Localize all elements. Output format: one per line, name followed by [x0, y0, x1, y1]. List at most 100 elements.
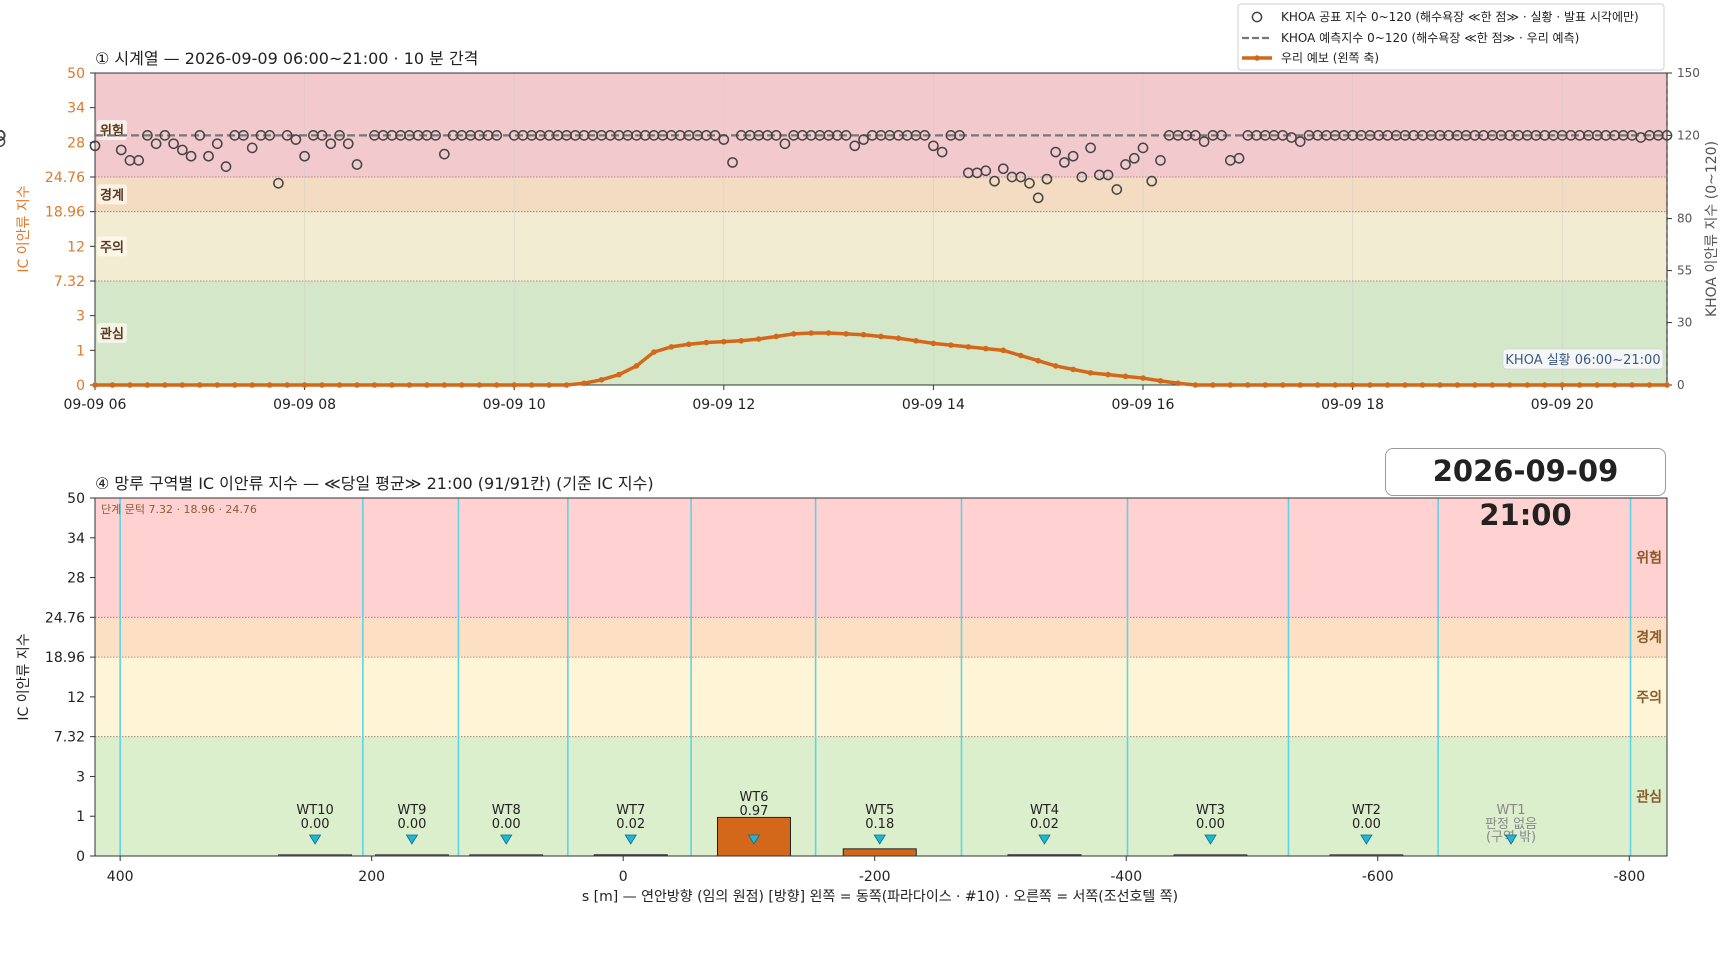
forecast-point — [1297, 382, 1303, 388]
zone-value-label: 0.00 — [1352, 817, 1381, 832]
forecast-point — [616, 371, 622, 378]
y2-tick-label: 80 — [1677, 212, 1692, 226]
khoa-obs-point — [849, 140, 861, 152]
y-tick-label: 34 — [67, 531, 85, 547]
x-tick-label: 09-09 06 — [64, 397, 127, 413]
khoa-obs-point — [1015, 171, 1027, 183]
khoa-obs-point — [1155, 155, 1166, 166]
khoa-obs-point — [342, 138, 354, 150]
forecast-point — [1384, 382, 1391, 388]
annotation-bg — [1502, 348, 1664, 370]
y-tick-label: 0 — [76, 849, 85, 865]
forecast-point — [738, 338, 745, 344]
forecast-point — [406, 382, 413, 388]
zone-marker-triangle — [1360, 834, 1373, 845]
forecast-point — [319, 382, 325, 388]
forecast-point — [389, 382, 395, 388]
forecast-point — [1594, 382, 1600, 388]
y2-tick-label: 30 — [1677, 316, 1692, 330]
forecast-point — [1367, 382, 1373, 388]
khoa-obs-point — [334, 130, 345, 141]
x-axis-label: s [m] — 연안방향 (임의 원점) [방향] 왼쪽 = 동쪽(파라다이스 … — [582, 889, 1178, 905]
x-tick-label: -400 — [1110, 869, 1142, 885]
forecast-point — [1454, 382, 1461, 388]
y-tick-label: 28 — [67, 135, 85, 151]
forecast-point — [266, 382, 273, 388]
zone-name-label: WT9 — [397, 803, 426, 818]
khoa-obs-point — [980, 165, 992, 177]
forecast-point — [1332, 382, 1338, 388]
forecast-point — [144, 382, 151, 388]
y-tick-label: 3 — [76, 309, 85, 325]
zone-marker-triangle — [500, 834, 513, 845]
forecast-point — [424, 382, 430, 388]
khoa-obs-point — [727, 157, 738, 168]
band-label-bg — [97, 323, 127, 343]
band-label: 위험 — [100, 123, 124, 139]
khoa-obs-point — [1128, 152, 1140, 164]
khoa-obs-point — [89, 140, 101, 152]
y2-tick-label: 120 — [1677, 128, 1700, 142]
forecast-point — [1052, 363, 1059, 369]
y-tick-label: 24.76 — [45, 170, 85, 186]
forecast-point — [1017, 352, 1024, 359]
zone-marker-triangle — [624, 834, 637, 845]
forecast-point — [1576, 382, 1583, 388]
band-label: 주의 — [1636, 689, 1662, 706]
y2-axis-label: KHOA 이안류 지수 (0~120) — [1704, 141, 1720, 317]
forecast-point — [930, 340, 937, 347]
khoa-obs-point — [1059, 157, 1070, 168]
forecast-point — [1105, 371, 1111, 378]
forecast-point — [179, 382, 186, 388]
forecast-point — [459, 382, 465, 388]
band-zone — [95, 657, 1667, 737]
khoa-obs-point — [325, 138, 337, 150]
khoa-obs-point — [0, 136, 6, 147]
forecast-point — [127, 382, 133, 388]
forecast-point — [1192, 382, 1199, 388]
khoa-obs-point — [211, 138, 223, 150]
band-label: 관심 — [1636, 788, 1662, 805]
khoa-obs-point — [1216, 130, 1227, 141]
forecast-point — [528, 382, 535, 388]
zone-value-label: 0.00 — [1196, 817, 1225, 832]
khoa-obs-point — [185, 150, 197, 162]
khoa-obs-point — [1190, 130, 1201, 141]
khoa-obs-point — [176, 144, 188, 156]
zone-value-label: 0.02 — [616, 817, 645, 832]
zone-marker-triangle — [747, 834, 761, 845]
khoa-obs-point — [194, 130, 206, 141]
zone-marker-triangle — [405, 834, 419, 845]
forecast-point — [686, 341, 692, 348]
forecast-point — [1402, 382, 1408, 388]
khoa-obs-point — [1041, 173, 1053, 185]
forecast-point — [1629, 382, 1635, 388]
khoa-obs-point — [430, 130, 441, 141]
zone-marker-triangle — [873, 834, 886, 845]
khoa-obs-point — [1067, 150, 1079, 162]
zone-name-label: WT3 — [1196, 803, 1225, 818]
khoa-obs-point — [1032, 192, 1044, 204]
forecast-point — [703, 339, 710, 346]
forecast-point — [493, 382, 500, 388]
zone-value-label: 0.00 — [301, 817, 330, 832]
khoa-obs-point — [1111, 184, 1123, 195]
khoa-obs-point — [1661, 130, 1673, 141]
khoa-obs-point — [1102, 169, 1114, 181]
band-zone — [95, 73, 1667, 177]
forecast-point — [965, 344, 972, 350]
band-zone — [95, 177, 1667, 212]
zone-marker-triangle — [1204, 834, 1217, 845]
zone-name-label: WT5 — [865, 803, 894, 818]
y-tick-label: 50 — [67, 491, 85, 507]
zone-name-label: WT4 — [1030, 803, 1059, 818]
khoa-obs-point — [858, 134, 869, 145]
zone-value-label: 0.02 — [1030, 817, 1059, 832]
forecast-point — [773, 333, 779, 340]
forecast-point — [301, 382, 308, 388]
threshold-note: 단계 문턱 7.32 · 18.96 · 24.76 — [101, 503, 257, 516]
khoa-obs-point — [1024, 177, 1035, 189]
y-tick-label: 3 — [76, 769, 85, 785]
forecast-point — [1070, 366, 1076, 373]
chart-title: ① 시계열 — 2026-09-09 06:00~21:00 · 10 분 간격 — [95, 49, 478, 68]
